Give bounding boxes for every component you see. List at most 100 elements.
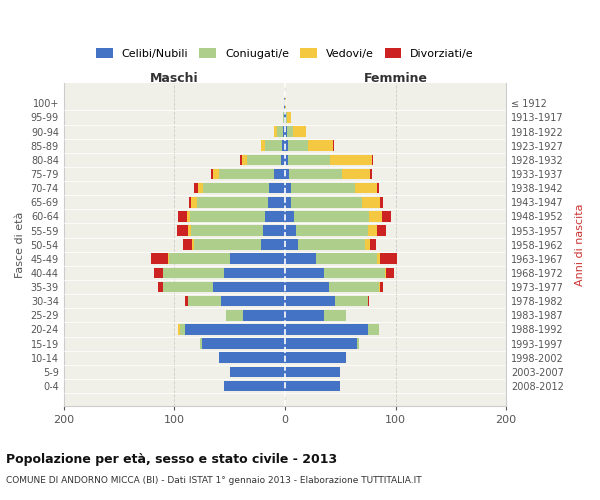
Bar bbox=[247, 154, 281, 165]
Bar bbox=[285, 154, 288, 165]
Bar bbox=[178, 324, 180, 335]
Bar bbox=[343, 168, 370, 179]
Bar bbox=[285, 240, 298, 250]
Text: Femmine: Femmine bbox=[364, 72, 428, 85]
Bar bbox=[284, 98, 285, 108]
Bar bbox=[332, 140, 334, 151]
Bar bbox=[285, 268, 323, 278]
Bar bbox=[218, 352, 285, 363]
Bar bbox=[369, 211, 382, 222]
Bar bbox=[286, 112, 287, 122]
Bar bbox=[285, 282, 329, 292]
Bar bbox=[226, 310, 243, 320]
Bar bbox=[213, 282, 285, 292]
Bar bbox=[263, 225, 285, 236]
Bar bbox=[221, 296, 285, 306]
Bar bbox=[365, 240, 370, 250]
Bar bbox=[213, 168, 218, 179]
Bar bbox=[202, 338, 285, 349]
Bar bbox=[243, 310, 285, 320]
Text: COMUNE DI ANDORNO MICCA (BI) - Dati ISTAT 1° gennaio 2013 - Elaborazione TUTTITA: COMUNE DI ANDORNO MICCA (BI) - Dati ISTA… bbox=[6, 476, 422, 485]
Bar bbox=[158, 282, 163, 292]
Bar bbox=[377, 183, 379, 194]
Bar bbox=[242, 154, 247, 165]
Bar bbox=[287, 112, 290, 122]
Bar bbox=[386, 268, 394, 278]
Bar bbox=[285, 324, 368, 335]
Bar bbox=[197, 197, 268, 207]
Bar bbox=[178, 211, 187, 222]
Bar bbox=[168, 254, 169, 264]
Bar bbox=[285, 352, 346, 363]
Bar bbox=[194, 183, 197, 194]
Bar bbox=[382, 211, 391, 222]
Bar bbox=[323, 310, 346, 320]
Bar bbox=[298, 240, 365, 250]
Bar bbox=[183, 240, 192, 250]
Bar bbox=[284, 112, 285, 122]
Bar bbox=[380, 254, 397, 264]
Legend: Celibi/Nubili, Coniugati/e, Vedovi/e, Divorziati/e: Celibi/Nubili, Coniugati/e, Vedovi/e, Di… bbox=[92, 44, 478, 64]
Bar bbox=[265, 211, 285, 222]
Bar bbox=[188, 296, 221, 306]
Bar bbox=[283, 126, 285, 137]
Bar bbox=[329, 282, 379, 292]
Bar bbox=[283, 112, 284, 122]
Text: Popolazione per età, sesso e stato civile - 2013: Popolazione per età, sesso e stato civil… bbox=[6, 452, 337, 466]
Bar bbox=[239, 154, 242, 165]
Bar bbox=[285, 366, 340, 377]
Bar bbox=[281, 140, 285, 151]
Text: Maschi: Maschi bbox=[150, 72, 199, 85]
Bar bbox=[191, 225, 263, 236]
Bar bbox=[380, 197, 383, 207]
Bar bbox=[218, 168, 274, 179]
Bar bbox=[189, 197, 191, 207]
Bar bbox=[285, 126, 287, 137]
Bar bbox=[355, 183, 377, 194]
Bar bbox=[285, 380, 340, 392]
Bar bbox=[285, 98, 286, 108]
Bar bbox=[180, 324, 185, 335]
Bar bbox=[368, 296, 369, 306]
Bar bbox=[296, 225, 368, 236]
Bar bbox=[285, 254, 316, 264]
Bar bbox=[370, 168, 373, 179]
Bar bbox=[285, 183, 290, 194]
Bar bbox=[281, 154, 285, 165]
Bar bbox=[265, 140, 281, 151]
Bar bbox=[316, 254, 377, 264]
Bar bbox=[285, 225, 296, 236]
Bar bbox=[224, 268, 285, 278]
Bar bbox=[203, 183, 269, 194]
Bar bbox=[188, 225, 191, 236]
Bar bbox=[197, 183, 203, 194]
Bar bbox=[230, 366, 285, 377]
Bar bbox=[331, 154, 373, 165]
Bar bbox=[385, 268, 386, 278]
Bar bbox=[185, 296, 188, 306]
Bar bbox=[192, 240, 194, 250]
Bar bbox=[379, 282, 380, 292]
Bar bbox=[187, 211, 190, 222]
Bar bbox=[377, 254, 380, 264]
Bar bbox=[294, 211, 369, 222]
Bar bbox=[323, 268, 385, 278]
Bar bbox=[288, 154, 331, 165]
Bar bbox=[285, 296, 335, 306]
Bar bbox=[211, 168, 213, 179]
Bar bbox=[289, 168, 343, 179]
Bar bbox=[169, 254, 230, 264]
Bar bbox=[163, 268, 224, 278]
Bar bbox=[362, 197, 380, 207]
Bar bbox=[191, 197, 197, 207]
Bar bbox=[285, 310, 323, 320]
Bar bbox=[260, 140, 265, 151]
Bar bbox=[190, 211, 265, 222]
Bar bbox=[357, 338, 359, 349]
Bar bbox=[285, 211, 294, 222]
Bar bbox=[154, 268, 163, 278]
Bar bbox=[176, 225, 188, 236]
Bar bbox=[285, 112, 286, 122]
Y-axis label: Fasce di età: Fasce di età bbox=[15, 212, 25, 278]
Bar bbox=[368, 225, 377, 236]
